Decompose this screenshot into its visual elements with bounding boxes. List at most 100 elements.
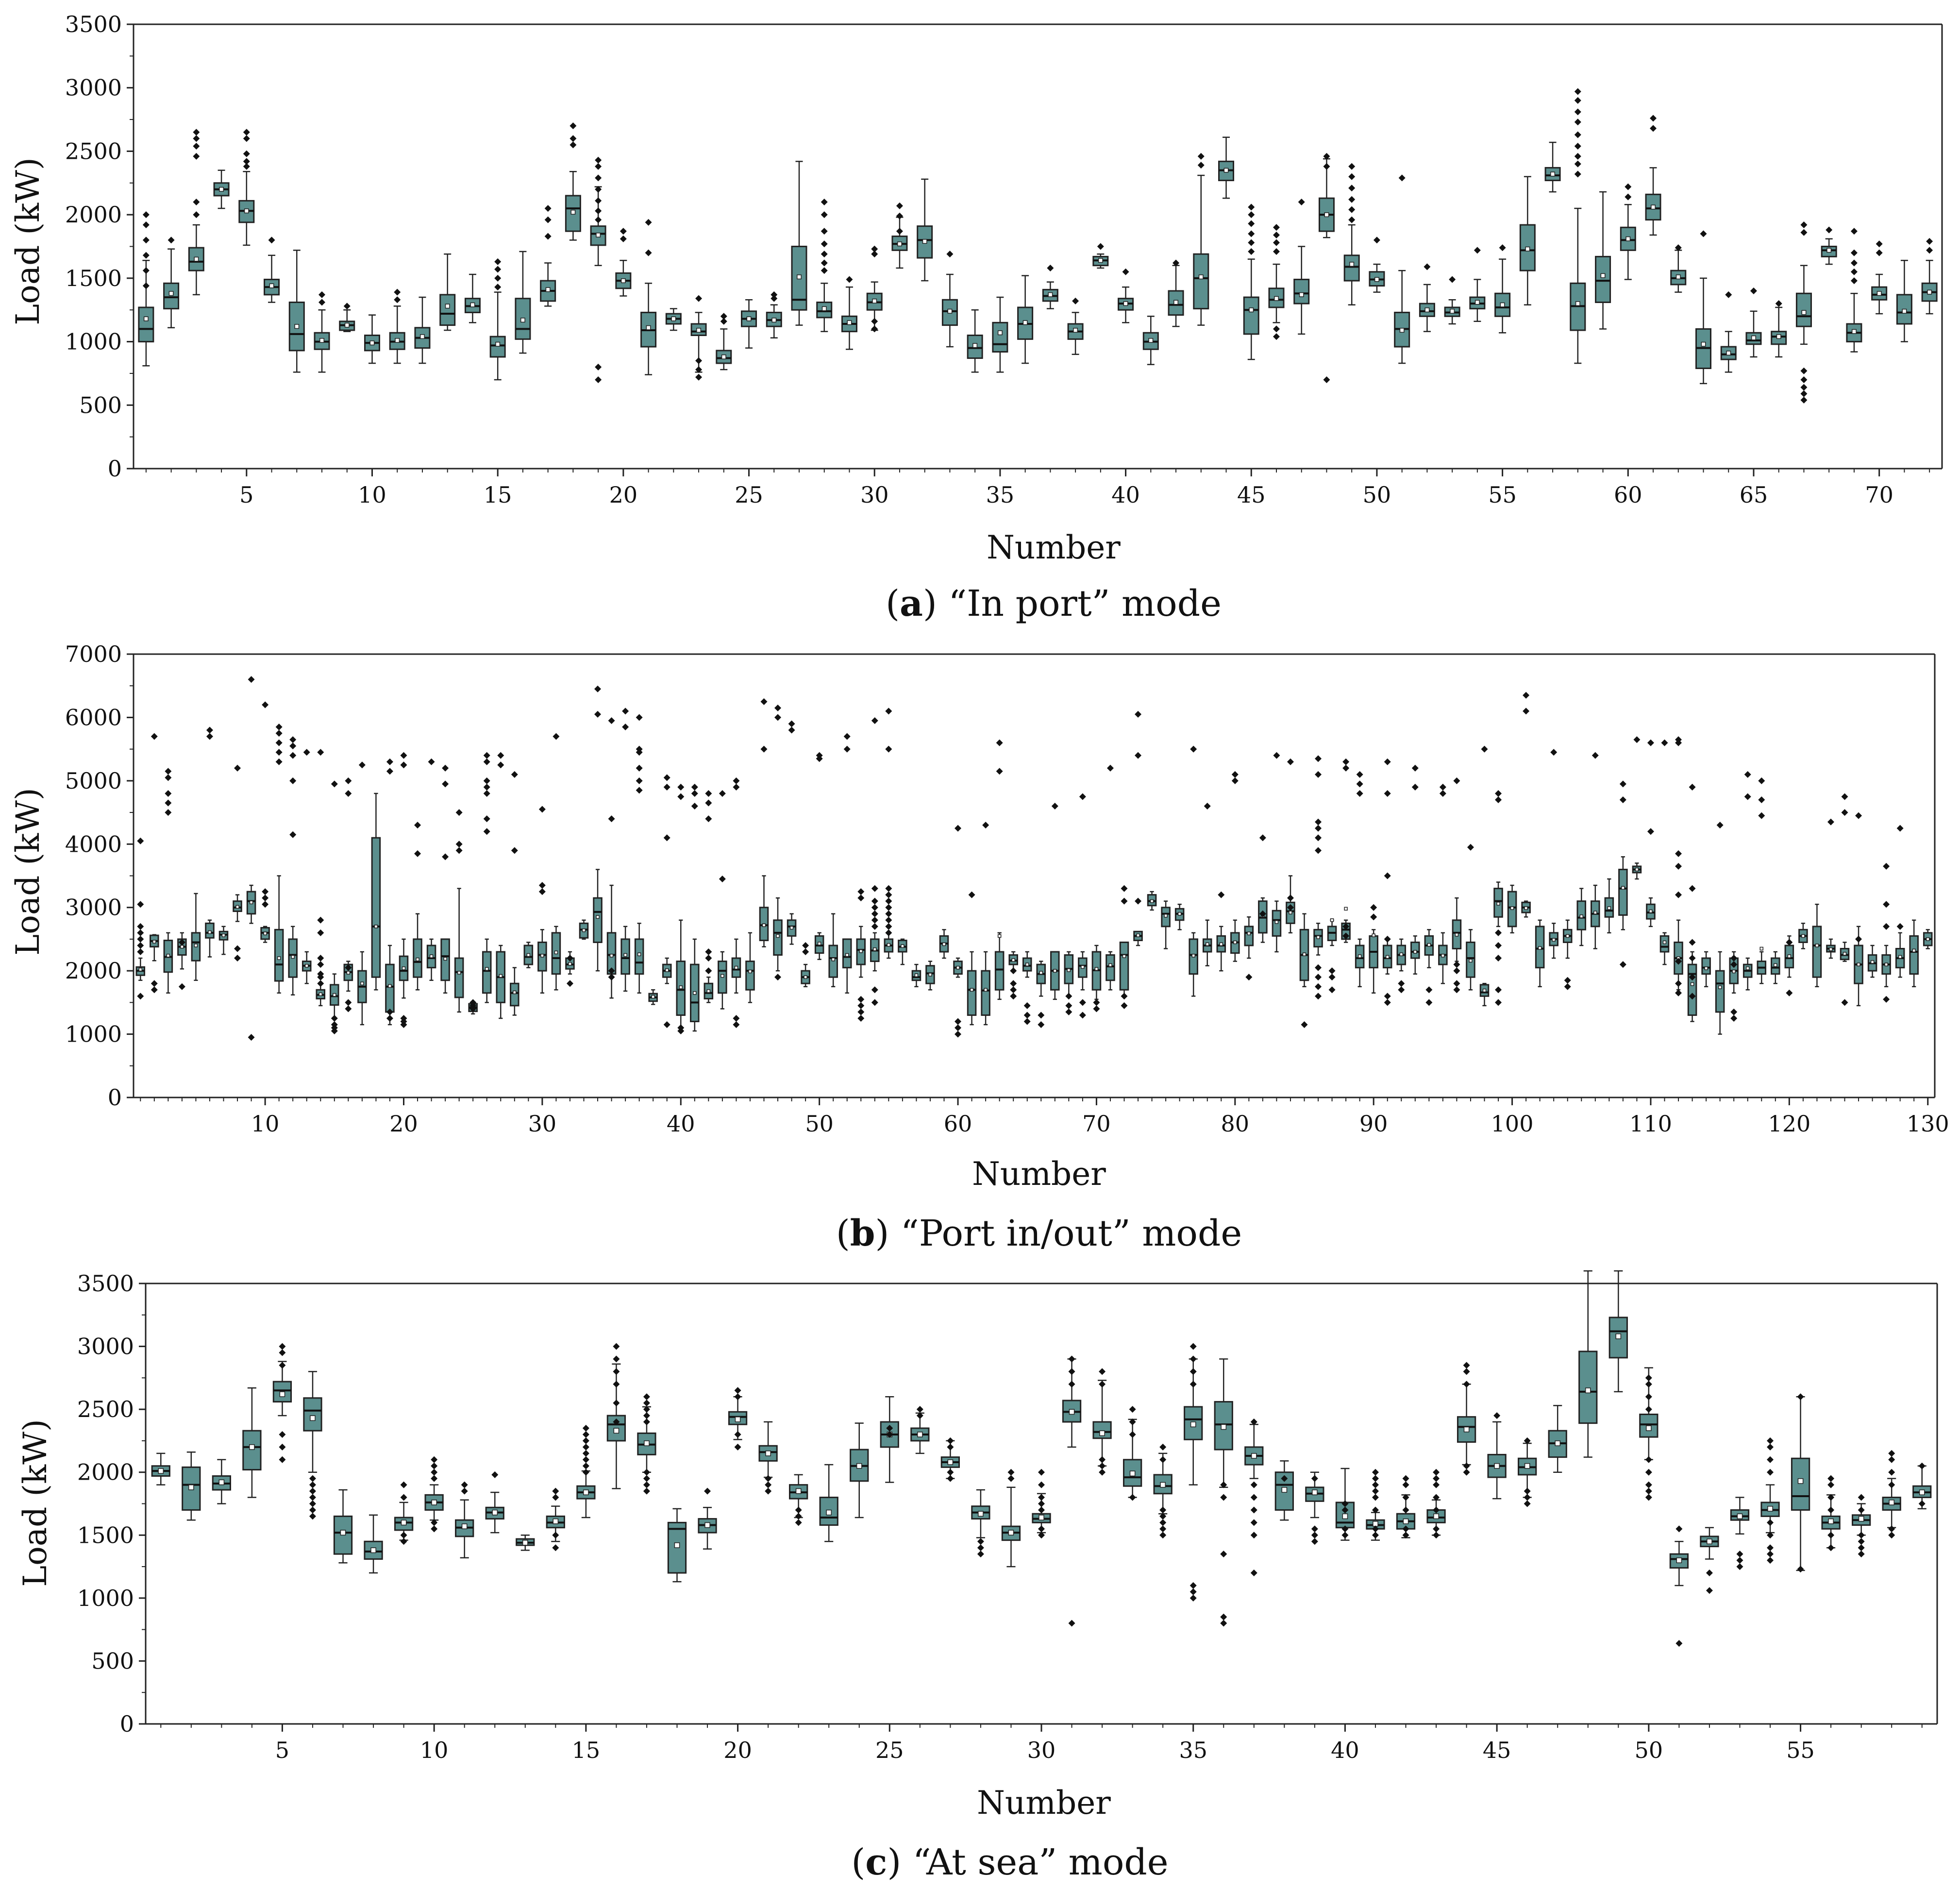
outlier-point — [636, 764, 643, 772]
box-b-3 — [163, 768, 173, 994]
outlier-point — [455, 841, 463, 848]
outlier-point — [1402, 1475, 1409, 1482]
outlier-point — [1129, 1494, 1136, 1501]
mean-marker — [1455, 933, 1459, 937]
iqr-box — [745, 961, 755, 991]
box-b-98 — [1479, 745, 1490, 1007]
box-c-44 — [1457, 1362, 1476, 1476]
outlier-point — [552, 1544, 559, 1552]
x-tick-label: 120 — [1768, 1111, 1810, 1137]
outlier-point — [511, 847, 518, 854]
mean-marker — [1177, 912, 1182, 916]
outlier-point — [705, 955, 712, 962]
box-b-24 — [454, 809, 464, 1013]
outlier-point — [1767, 1437, 1774, 1444]
outlier-point — [1220, 1481, 1227, 1488]
outlier-point — [279, 1443, 286, 1451]
box-a-26 — [766, 291, 782, 338]
box-b-122 — [1812, 903, 1822, 987]
mean-marker — [388, 984, 392, 988]
outlier-point — [1675, 958, 1682, 965]
mean-marker — [1164, 913, 1168, 918]
outlier-point — [705, 815, 712, 823]
outlier-point — [1072, 297, 1079, 304]
mean-marker — [1148, 338, 1154, 343]
iqr-box — [385, 963, 395, 1013]
outlier-point — [663, 774, 670, 781]
outlier-point — [1858, 1494, 1865, 1501]
outlier-point — [1248, 220, 1255, 227]
iqr-box — [1669, 1553, 1689, 1569]
box-a-4 — [213, 169, 230, 209]
iqr-box — [1608, 1316, 1628, 1359]
outlier-point — [595, 156, 602, 164]
outlier-point — [234, 955, 241, 962]
outlier-point — [1499, 244, 1506, 252]
box-b-29 — [523, 942, 534, 968]
box-b-66 — [1036, 961, 1046, 1029]
outlier-point — [1858, 1506, 1865, 1514]
outlier-point — [1372, 1532, 1379, 1539]
outlier-point — [1725, 291, 1732, 298]
mean-marker — [1585, 1387, 1591, 1394]
outlier-point — [553, 733, 560, 740]
outlier-point — [896, 212, 903, 219]
outlier-point — [317, 916, 324, 924]
mean-marker — [1889, 1500, 1895, 1505]
mean-marker — [180, 945, 184, 949]
outlier-point — [1827, 1475, 1835, 1482]
outlier-point — [620, 235, 627, 242]
outlier-point — [1328, 967, 1336, 975]
box-c-34 — [1153, 1443, 1173, 1539]
outlier-point — [1010, 967, 1017, 975]
outlier-point — [1135, 897, 1142, 905]
mean-marker — [620, 278, 626, 284]
x-tick-label: 35 — [986, 482, 1015, 508]
outlier-point — [1341, 1500, 1349, 1507]
outlier-point — [595, 363, 602, 371]
box-b-56 — [898, 938, 907, 965]
outlier-point — [760, 698, 768, 705]
outlier-point — [386, 1014, 393, 1022]
panel-b-caption-letter: b — [850, 1213, 875, 1254]
outlier-point — [469, 999, 477, 1006]
iqr-box — [1119, 941, 1129, 991]
outlier-point — [1159, 1513, 1167, 1520]
x-tick-label: 10 — [420, 1737, 449, 1763]
outlier-point — [677, 793, 685, 800]
outlier-point — [968, 891, 975, 898]
mean-marker — [1011, 958, 1015, 962]
outlier-point — [1051, 803, 1058, 810]
box-b-38 — [648, 989, 658, 1005]
outlier-point — [871, 245, 878, 253]
outlier-point — [1099, 1381, 1106, 1388]
mean-marker — [1870, 960, 1875, 964]
box-b-104 — [1562, 919, 1573, 990]
mean-marker — [826, 1509, 832, 1516]
mean-marker — [1450, 308, 1455, 314]
mean-marker — [804, 975, 807, 979]
outlier-point — [1356, 780, 1363, 788]
outlier-point — [1204, 803, 1211, 810]
x-tick-label: 20 — [723, 1737, 752, 1763]
outlier-point — [1800, 384, 1808, 391]
panel-a-caption-text: “In port” mode — [948, 583, 1222, 624]
outlier-point — [345, 1005, 352, 1012]
mean-marker — [1662, 940, 1667, 945]
mean-marker — [520, 318, 525, 323]
outlier-point — [1826, 226, 1833, 234]
box-c-52 — [1700, 1527, 1719, 1594]
mean-marker — [765, 1451, 771, 1456]
box-c-50 — [1639, 1367, 1658, 1501]
box-a-39 — [1092, 243, 1109, 269]
outlier-point — [886, 1431, 893, 1438]
outlier-point — [1372, 1475, 1379, 1482]
outlier-point — [1433, 1475, 1440, 1482]
box-b-86 — [1313, 755, 1323, 1000]
outlier-point — [955, 1018, 962, 1025]
mean-marker — [1615, 1333, 1622, 1339]
mean-marker — [291, 955, 295, 959]
outlier-point — [1129, 1418, 1136, 1426]
mean-marker — [346, 971, 351, 975]
mean-marker — [671, 316, 676, 321]
